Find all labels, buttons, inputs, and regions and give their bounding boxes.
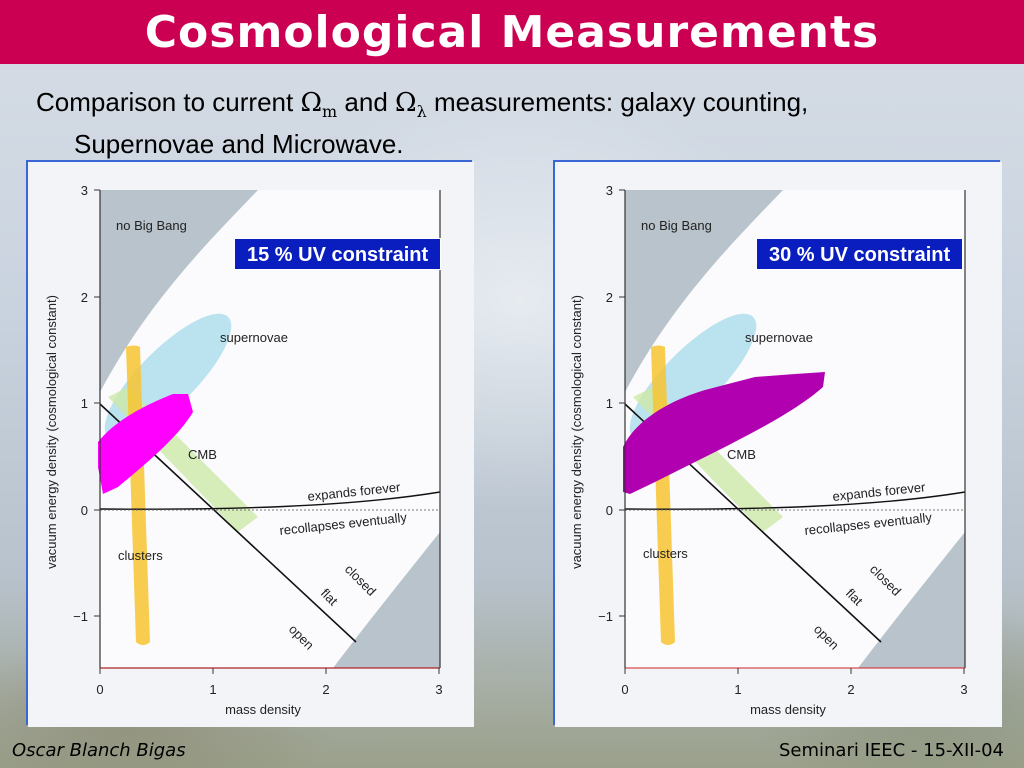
- y-axis-label: vacuum energy density (cosmological cons…: [44, 295, 59, 569]
- omega-m-symbol: Ωm: [300, 88, 338, 122]
- slide-title: Cosmological Measurements: [144, 6, 880, 58]
- y-tick: −1: [73, 609, 88, 624]
- y-tick: 2: [606, 290, 613, 305]
- x-tick: 2: [322, 682, 329, 697]
- omega-lambda-symbol: Ωλ: [395, 88, 427, 122]
- label-no-big-bang: no Big Bang: [116, 218, 187, 233]
- x-axis-label: mass density: [225, 702, 301, 717]
- y-tick: 2: [81, 290, 88, 305]
- y-axis-label: vacuum energy density (cosmological cons…: [569, 295, 584, 569]
- label-clusters: clusters: [118, 548, 163, 563]
- title-bar: Cosmological Measurements: [0, 0, 1024, 64]
- x-tick: 2: [847, 682, 854, 697]
- label-supernovae: supernovae: [745, 330, 813, 345]
- label-cmb: CMB: [727, 447, 756, 462]
- label-cmb: CMB: [188, 447, 217, 462]
- y-tick: −1: [598, 609, 613, 624]
- x-tick: 1: [209, 682, 216, 697]
- label-no-big-bang: no Big Bang: [641, 218, 712, 233]
- uv-constraint-badge: 30 % UV constraint: [756, 238, 964, 270]
- label-clusters: clusters: [643, 546, 688, 561]
- diagram-panel-right: 3 2 1 0 −1 0 1 2 3 mass density vacuum e…: [553, 160, 1002, 727]
- y-tick: 0: [606, 503, 613, 518]
- x-tick: 0: [96, 682, 103, 697]
- y-tick: 1: [81, 396, 88, 411]
- constraint-region: [623, 372, 825, 494]
- y-tick: 1: [606, 396, 613, 411]
- footer-seminar: Seminari IEEC - 15-XII-04: [778, 740, 1004, 761]
- x-tick: 1: [734, 682, 741, 697]
- label-supernovae: supernovae: [220, 330, 288, 345]
- footer-author: Oscar Blanch Bigas: [12, 740, 186, 761]
- uv-constraint-badge: 15 % UV constraint: [234, 238, 442, 270]
- intro-text: Comparison to current Ωm and Ωλ measurem…: [36, 86, 996, 160]
- intro-part3: measurements: galaxy counting,: [426, 87, 809, 117]
- intro-part1: Comparison to current: [36, 87, 301, 117]
- intro-part2: and: [337, 87, 396, 117]
- x-tick: 3: [960, 682, 967, 697]
- x-axis-label: mass density: [750, 702, 826, 717]
- x-tick: 3: [435, 682, 442, 697]
- y-tick: 3: [606, 183, 613, 198]
- diagram-panel-left: 3 2 1 0 −1 0 1 2 3 mass density vacuum e…: [26, 160, 474, 727]
- constraint-region: [98, 394, 193, 494]
- y-tick: 0: [81, 503, 88, 518]
- x-tick: 0: [621, 682, 628, 697]
- y-tick: 3: [81, 183, 88, 198]
- intro-line2: Supernovae and Microwave.: [74, 129, 404, 160]
